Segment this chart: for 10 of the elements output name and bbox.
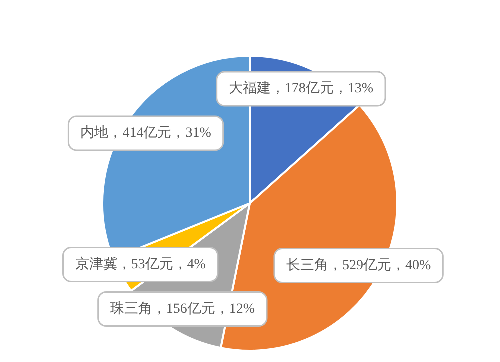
slice-label: 大福建 <box>228 80 271 97</box>
slice-label: 京津冀 <box>75 256 118 272</box>
data-label: ，414亿元，31% <box>108 125 212 142</box>
data-label: ，529亿元，40% <box>328 257 432 274</box>
slice-label: 内地 <box>80 125 109 142</box>
slice-label: 长三角 <box>286 257 328 274</box>
data-label: ，156亿元，12% <box>152 300 256 317</box>
data-label: ，178亿元，13% <box>270 80 374 97</box>
data-label: ，53亿元，4% <box>117 256 206 272</box>
slice-label: 珠三角 <box>110 300 152 317</box>
